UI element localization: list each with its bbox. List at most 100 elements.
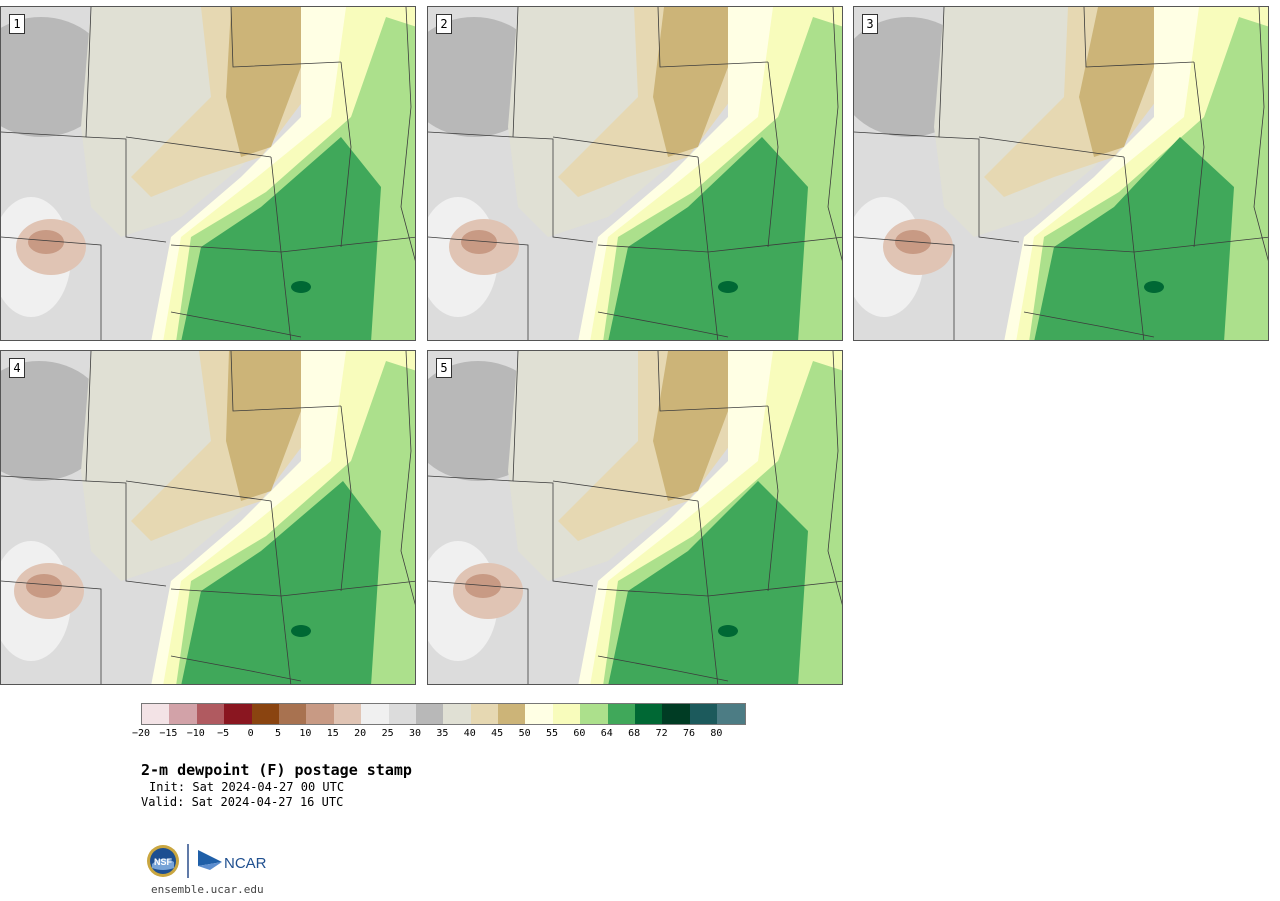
colorbar-tick-label: 72 — [655, 728, 668, 739]
state-border — [400, 7, 415, 262]
state-border — [827, 351, 842, 606]
state-border — [707, 236, 842, 253]
state-border — [1, 580, 102, 684]
state-border — [125, 480, 272, 502]
state-border — [512, 480, 594, 587]
colorbar-swatch — [525, 704, 553, 724]
colorbar-swatch — [717, 704, 745, 724]
colorbar-tick-label: 50 — [518, 728, 531, 739]
colorbar-swatch — [224, 704, 252, 724]
colorbar-tick-label: −15 — [159, 728, 178, 739]
stamp-panel-5[interactable]: 5 — [427, 350, 843, 685]
state-border — [340, 405, 352, 592]
very-dry-core — [28, 230, 64, 254]
very-dry-core — [26, 574, 62, 598]
colorbar-swatch — [196, 704, 225, 724]
dewpoint-64-band — [181, 481, 381, 684]
logos: NSF NCAR — [144, 842, 284, 880]
state-border — [827, 7, 842, 262]
colorbar-swatch — [333, 704, 362, 724]
state-border — [978, 136, 1125, 158]
state-border — [1133, 236, 1268, 253]
colorbar-swatch — [662, 704, 690, 724]
dewpoint-64-band — [608, 137, 808, 340]
state-border — [552, 480, 699, 502]
state-border — [85, 136, 167, 243]
panel-number: 3 — [862, 14, 878, 34]
state-border — [125, 136, 272, 158]
stamp-panel-2[interactable]: 2 — [427, 6, 843, 341]
state-border — [512, 136, 594, 243]
dewpoint-68-spot — [718, 625, 738, 637]
dewpoint-map — [428, 7, 842, 340]
colorbar-tick-label: 80 — [710, 728, 723, 739]
state-border — [597, 311, 729, 338]
colorbar-tick-label: −5 — [217, 728, 230, 739]
dewpoint-45-band — [653, 7, 733, 157]
site-url[interactable]: ensemble.ucar.edu — [151, 883, 264, 896]
colorbar-swatch — [306, 704, 334, 724]
colorbar-swatch — [169, 704, 197, 724]
state-border — [707, 595, 719, 684]
dewpoint-68-spot — [291, 625, 311, 637]
dewpoint-45-band — [226, 351, 306, 501]
state-border — [657, 351, 769, 412]
state-border — [280, 595, 292, 684]
colorbar-tick-label: 25 — [381, 728, 394, 739]
dewpoint-64-band — [181, 137, 381, 340]
state-border — [1023, 311, 1155, 338]
state-border — [552, 136, 699, 158]
stamp-panel-3[interactable]: 3 — [853, 6, 1269, 341]
colorbar-tick-label: 5 — [274, 728, 282, 739]
valid-time: Valid: Sat 2024-04-27 16 UTC — [141, 795, 344, 809]
panel-number: 2 — [436, 14, 452, 34]
state-border — [707, 580, 842, 597]
stamp-panel-4[interactable]: 4 — [0, 350, 416, 685]
dewpoint-68-spot — [291, 281, 311, 293]
colorbar-swatch — [580, 704, 608, 724]
colorbar-swatch — [415, 704, 444, 724]
chart-title: 2-m dewpoint (F) postage stamp — [141, 761, 412, 779]
colorbar-swatch — [278, 704, 307, 724]
dewpoint-map — [428, 351, 842, 684]
colorbar-tick-label: 68 — [628, 728, 641, 739]
colorbar-tick-label: 64 — [600, 728, 613, 739]
state-border — [170, 311, 302, 338]
dewpoint-64-band — [608, 481, 808, 684]
very-dry-core — [461, 230, 497, 254]
dewpoint-45-band — [1079, 7, 1159, 157]
state-border — [428, 236, 529, 340]
init-time: Init: Sat 2024-04-27 00 UTC — [149, 780, 345, 794]
stamp-panel-1[interactable]: 1 — [0, 6, 416, 341]
state-border — [938, 136, 1020, 243]
state-border — [767, 61, 779, 248]
state-border — [340, 61, 352, 248]
state-border — [767, 405, 779, 592]
state-border — [1, 236, 102, 340]
state-border — [597, 655, 729, 682]
state-border — [230, 7, 342, 68]
state-border — [85, 480, 167, 587]
nsf-logo: NSF — [147, 845, 179, 877]
colorbar-tick-label: 20 — [354, 728, 367, 739]
colorbar-tick-label: 40 — [463, 728, 476, 739]
state-border — [400, 351, 415, 606]
colorbar-tick-label: 45 — [491, 728, 504, 739]
colorbar-tick-label: 35 — [436, 728, 449, 739]
colorbar-swatch — [635, 704, 663, 724]
state-border — [1193, 61, 1205, 248]
dewpoint-68-spot — [718, 281, 738, 293]
very-dry-core — [465, 574, 501, 598]
state-border — [170, 655, 302, 682]
colorbar-swatch — [552, 704, 581, 724]
colorbar-tick-label: 10 — [299, 728, 312, 739]
dewpoint-45-band — [226, 7, 306, 157]
colorbar-tick-label: 0 — [247, 728, 254, 739]
state-border — [707, 251, 719, 340]
colorbar-swatch — [470, 704, 499, 724]
nsf-text: NSF — [154, 857, 173, 867]
dewpoint-45-band — [653, 351, 733, 501]
dewpoint-map — [854, 7, 1268, 340]
colorbar-swatch — [607, 704, 636, 724]
state-border — [428, 580, 529, 684]
